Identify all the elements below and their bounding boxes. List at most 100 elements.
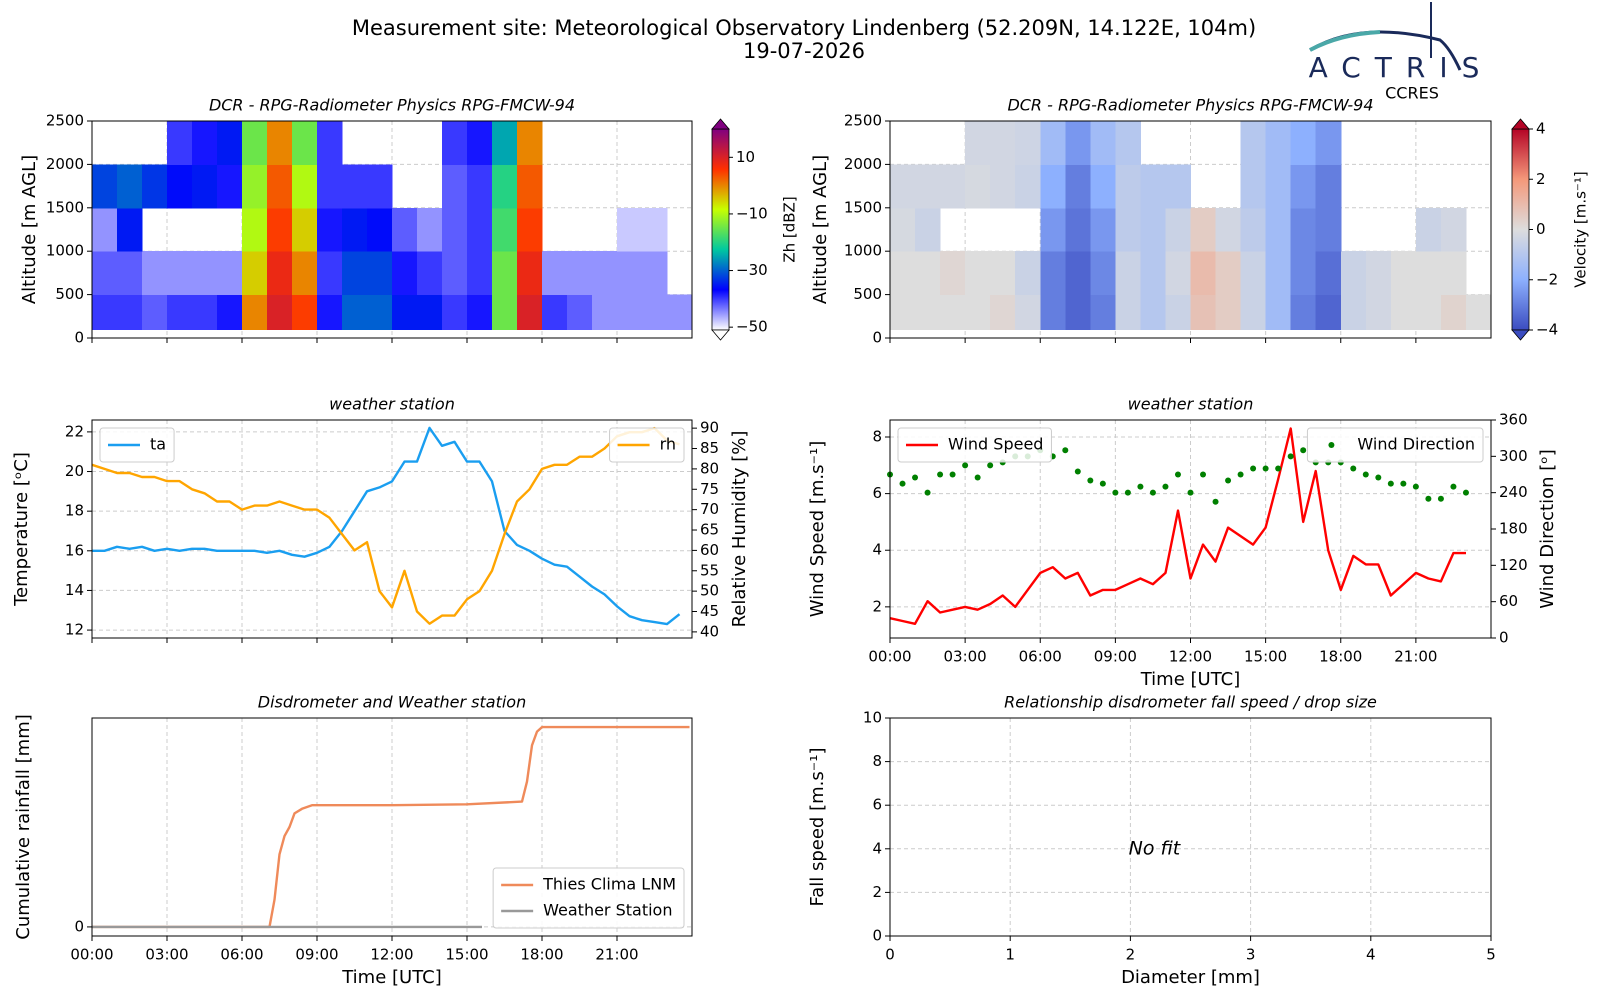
heatmap-cell [292,207,318,252]
heatmap-cell [1090,164,1116,209]
data-point [987,462,994,469]
heatmap-cell [965,294,991,330]
heatmap-cell [392,294,418,330]
heatmap-cell [1115,251,1141,296]
heatmap-cell [417,294,443,330]
data-point [899,480,906,487]
heatmap-cell [1015,121,1041,165]
data-point [924,489,931,496]
heatmap-cell [1440,294,1467,330]
heatmap-cell [1090,121,1116,165]
heatmap-cell [1115,121,1141,165]
y2-axis-label: Relative Humidity [%] [729,431,750,628]
y-tick-label: 4 [872,541,882,559]
y2-tick-label: 75 [700,480,719,498]
heatmap-cell [965,164,991,209]
heatmap-cell [242,294,268,330]
heatmap-cell [642,251,668,296]
y-tick-label: 22 [65,422,84,440]
x-tick-label: 03:00 [145,946,188,964]
heatmap-cell [167,164,193,209]
y2-tick-label: 90 [700,419,719,437]
data-point [1174,471,1181,478]
heatmap-cell [617,251,643,296]
heatmap-cell [990,121,1016,165]
heatmap-cell [467,121,493,165]
panel-title: Disdrometer and Weather station [258,693,526,712]
y-axis-label: Wind Speed [m.s⁻¹] [807,441,828,618]
heatmap-cell [667,294,693,330]
heatmap-cell [292,121,318,165]
figure-date: 19-07-2026 [743,39,865,63]
data-point [1450,483,1457,490]
colorbar-tick-label: −2 [1536,270,1558,288]
y-axis-label: Cumulative rainfall [mm] [13,714,34,940]
heatmap-cell [542,294,568,330]
x-tick-label: 2 [1126,946,1136,964]
x-tick-label: 5 [1486,946,1496,964]
y-tick-label: 2500 [46,112,84,130]
heatmap-cell [1315,294,1342,330]
heatmap-cell [1140,294,1166,330]
x-tick-label: 18:00 [1319,648,1362,666]
colorbar-tick-label: 2 [1536,170,1546,188]
colorbar-extend-top [1511,118,1530,130]
heatmap-cell [1440,207,1467,252]
heatmap-cell [342,164,368,209]
heatmap-cell [1115,294,1141,330]
heatmap-cell [592,294,618,330]
plot-frame [91,717,693,937]
heatmap-cell [442,121,468,165]
panel-title: weather station [329,395,455,414]
heatmap-cell [117,294,143,330]
heatmap-cell [317,294,343,330]
heatmap-cell [1315,251,1342,296]
x-tick-label: 06:00 [220,946,263,964]
plot-frame [91,120,693,339]
heatmap-cell [492,294,518,330]
heatmap-cell [1265,294,1292,330]
data-point [1275,465,1282,472]
heatmap-cell [1240,121,1267,165]
heatmap-cell [292,164,318,209]
legend-box [1306,427,1484,463]
y2-tick-label: 50 [700,582,719,600]
legend-box [492,867,685,929]
heatmap-cell [1040,251,1066,296]
data-point [1350,465,1357,472]
heatmap-cell [1265,164,1292,209]
y-tick-label: 8 [872,427,882,445]
heatmap-cell [1240,164,1267,209]
colorbar-tick-label: −30 [736,261,768,279]
heatmap-cell [1140,207,1166,252]
x-tick-label: 09:00 [1094,648,1137,666]
data-point [1162,483,1169,490]
data-point [1287,453,1294,460]
legend-box [897,427,1052,463]
data-point [1400,480,1407,487]
plot-frame [91,419,693,639]
legend: Thies Clima LNM Weather Station [492,867,685,929]
heatmap-cell [317,164,343,209]
x-tick-label: 18:00 [520,946,563,964]
legend: Wind Speed [897,427,1052,463]
heatmap-cell [915,294,941,330]
data-point [1262,465,1269,472]
data-point [912,474,919,481]
heatmap-cell [1265,251,1292,296]
legend-marker [1328,442,1335,448]
y2-tick-label: 40 [700,622,719,640]
colorbar-label: Zh [dBZ] [781,196,799,262]
data-point [1387,480,1394,487]
heatmap-cell [1240,294,1267,330]
colorbar-tick-label: 10 [736,148,755,166]
heatmap-cell [542,251,568,296]
y2-tick-label: 240 [1499,483,1528,501]
y-tick-label: 2000 [46,155,84,173]
heatmap-cell [1340,294,1367,330]
heatmap-cell [367,207,393,252]
heatmap-cell [1215,207,1242,252]
heatmap-cell [242,121,268,165]
heatmap-cell [192,121,218,165]
data-point [1187,489,1194,496]
